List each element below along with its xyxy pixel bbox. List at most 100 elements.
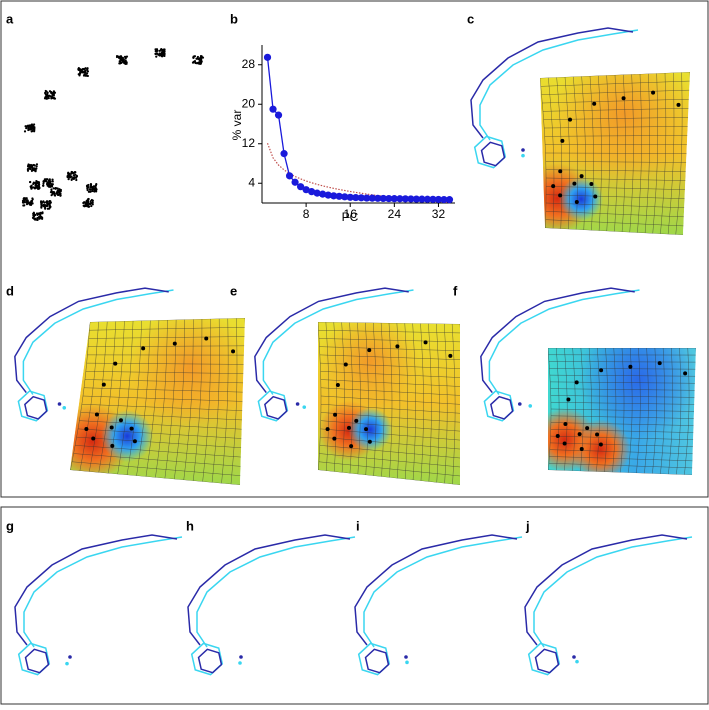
landmark-dot (89, 203, 91, 205)
data-point (264, 54, 271, 61)
landmark-dot (119, 62, 121, 64)
landmark (563, 422, 567, 426)
landmark-dot (29, 203, 31, 205)
landmark-dot (118, 57, 120, 59)
point (404, 655, 408, 659)
landmark (95, 413, 99, 417)
landmark-dot (155, 50, 157, 52)
landmark-dot (46, 183, 48, 185)
landmark (84, 427, 88, 431)
landmark-dot (159, 52, 161, 54)
landmark-dot (194, 62, 196, 64)
landmark-dot (36, 165, 38, 167)
data-point (280, 150, 287, 157)
landmark-dot (27, 165, 29, 167)
landmark (448, 354, 452, 358)
landmark-dot (161, 52, 163, 54)
eye (475, 136, 506, 167)
landmark-dot (42, 185, 44, 187)
landmark (141, 346, 145, 350)
eye (192, 643, 223, 674)
outline (364, 537, 522, 647)
landmark-dot (47, 205, 49, 207)
point (65, 662, 69, 666)
landmark-dot (155, 53, 157, 55)
landmark-dot (81, 70, 83, 72)
landmark-dot (36, 219, 38, 221)
landmark (367, 348, 371, 352)
landmark-dot (48, 208, 50, 210)
landmark-dot (155, 55, 157, 57)
landmark-dot (29, 181, 31, 183)
landmark-dot (84, 67, 86, 69)
landmark-dot (83, 201, 85, 203)
outline (197, 537, 355, 647)
landmark-dot (54, 194, 56, 196)
landmark-dot (154, 48, 156, 50)
point (572, 655, 576, 659)
landmark-dot (120, 55, 122, 57)
landmark-dot (28, 167, 30, 169)
landmark-dot (89, 188, 91, 190)
landmark-dot (41, 217, 43, 219)
landmark-dot (125, 61, 127, 63)
outline (355, 535, 517, 645)
landmark (575, 200, 579, 204)
landmark-dot (86, 67, 88, 69)
landmark (592, 102, 596, 106)
landmark (683, 371, 687, 375)
landmark-dot (44, 208, 46, 210)
landmark-dot (23, 204, 25, 206)
landmark-dot (27, 126, 29, 128)
panel-label: d (6, 283, 14, 298)
landmark-dot (93, 185, 95, 187)
landmark (119, 418, 123, 422)
landmark-dot (92, 200, 94, 202)
landmark-dot (30, 126, 32, 128)
point (296, 402, 300, 406)
landmark (580, 447, 584, 451)
landmark-dot (38, 216, 40, 218)
landmark (599, 443, 603, 447)
landmark-dot (45, 90, 47, 92)
landmark (91, 437, 95, 441)
landmark (110, 425, 114, 429)
landmark-dot (36, 163, 38, 165)
landmark-dot (29, 128, 31, 130)
landmark-dot (52, 191, 54, 193)
landmark-dot (22, 202, 24, 204)
point (302, 405, 306, 409)
landmark (349, 444, 353, 448)
landmark-dot (85, 75, 87, 77)
eye (26, 649, 49, 672)
landmark-dot (34, 164, 36, 166)
landmark-dot (68, 173, 70, 175)
landmark-dot (42, 200, 44, 202)
deformation-grid (55, 308, 250, 485)
landmark (102, 383, 106, 387)
landmark (585, 426, 589, 430)
landmark-dot (53, 94, 55, 96)
eye (359, 643, 390, 674)
landmark-dot (26, 197, 28, 199)
landmark-dot (161, 49, 163, 51)
series-line (268, 57, 450, 199)
landmark (326, 427, 330, 431)
landmark-dot (49, 205, 51, 207)
landmark-dot (196, 57, 198, 59)
eye (484, 391, 513, 421)
eye (25, 397, 47, 419)
panel-label: b (230, 11, 238, 26)
landmark-dot (48, 203, 50, 205)
point (518, 402, 522, 406)
point (405, 661, 409, 665)
point (58, 402, 62, 406)
landmark-dot (194, 55, 196, 57)
landmark-dot (55, 187, 57, 189)
landmark-dot (163, 55, 165, 57)
landmark-dot (46, 202, 48, 204)
deformation-grid (318, 311, 463, 485)
landmark (133, 439, 137, 443)
landmark-dot (116, 56, 118, 58)
landmark-dot (41, 212, 43, 214)
